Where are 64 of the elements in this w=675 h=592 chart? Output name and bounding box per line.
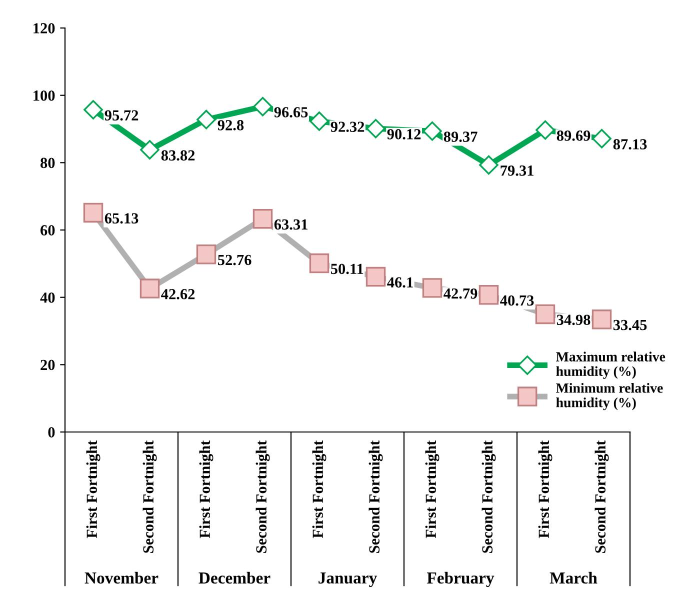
point (536, 120, 555, 140)
point (366, 266, 386, 287)
point (310, 112, 329, 131)
data-label: 46.1 (387, 277, 413, 288)
data-label: 65.13 (104, 213, 138, 224)
point (140, 278, 160, 298)
data-label: 40.73 (500, 295, 534, 306)
point (309, 253, 330, 274)
legend-label: Minimum relative humidity (%) (556, 383, 663, 410)
point (366, 118, 386, 138)
point (83, 202, 104, 223)
point (479, 155, 498, 175)
data-label: 89.69 (556, 130, 590, 141)
data-label: 95.72 (104, 110, 138, 121)
point (196, 110, 216, 130)
point (140, 140, 160, 160)
point (422, 121, 442, 141)
data-label: 34.98 (556, 314, 590, 326)
x-tick-label: Second Fortnight (482, 440, 496, 553)
y-tick-label: 120 (34, 23, 55, 34)
point (252, 208, 273, 229)
x-tick-label: Second Fortnight (256, 440, 270, 553)
x-tick-label: First Fortnight (86, 440, 100, 538)
x-tick-label: Second Fortnight (142, 440, 157, 553)
y-tick-label: 0 (48, 427, 55, 438)
data-label: 50.11 (330, 264, 364, 274)
y-tick-label: 40 (40, 292, 55, 303)
data-label: 42.79 (444, 288, 478, 299)
legend-label: Maximum relative humidity (%) (556, 352, 666, 379)
x-tick-label: Second Fortnight (594, 440, 609, 553)
point (253, 96, 272, 116)
y-tick-label: 60 (40, 225, 55, 236)
data-label: 89.37 (444, 132, 478, 142)
text: March (550, 572, 598, 584)
text: January (318, 572, 377, 588)
data-label: 83.82 (161, 150, 195, 161)
point (196, 244, 216, 264)
data-label: 92.8 (218, 120, 244, 130)
x-tick-label: First Fortnight (199, 440, 214, 538)
data-label: 79.31 (500, 165, 534, 176)
y-tick-label: 100 (34, 90, 55, 101)
x-tick-label: First Fortnight (425, 440, 440, 538)
point (478, 285, 499, 305)
y-tick-label: 20 (40, 360, 55, 370)
data-label: 33.45 (613, 320, 647, 330)
x-tick-label: Second Fortnight (368, 440, 383, 553)
text: February (426, 572, 494, 588)
point (422, 278, 442, 298)
data-label: 87.13 (613, 139, 647, 150)
x-tick-label: First Fortnight (538, 440, 552, 538)
point (592, 310, 612, 330)
y-tick-label: 80 (40, 158, 55, 168)
text: December (198, 572, 270, 584)
data-label: 96.65 (274, 107, 308, 118)
data-label: 92.32 (330, 122, 364, 132)
data-label: 52.76 (218, 254, 252, 266)
point (535, 304, 556, 324)
data-label: 90.12 (387, 129, 421, 140)
data-label: 42.62 (161, 289, 195, 300)
point (592, 128, 612, 148)
text: November (84, 572, 158, 584)
data-label: 63.31 (274, 219, 308, 230)
x-tick-label: First Fortnight (312, 440, 326, 538)
point (84, 100, 103, 120)
